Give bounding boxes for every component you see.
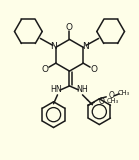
- Text: O: O: [99, 97, 105, 106]
- Text: N: N: [82, 42, 89, 51]
- Text: CH₃: CH₃: [107, 98, 119, 104]
- Text: NH: NH: [77, 85, 88, 94]
- Text: O: O: [41, 65, 48, 74]
- Text: O: O: [66, 23, 73, 32]
- Text: O: O: [91, 65, 98, 74]
- Text: HN: HN: [51, 85, 62, 94]
- Text: N: N: [50, 42, 57, 51]
- Text: O: O: [108, 91, 114, 100]
- Text: CH₃: CH₃: [118, 90, 130, 96]
